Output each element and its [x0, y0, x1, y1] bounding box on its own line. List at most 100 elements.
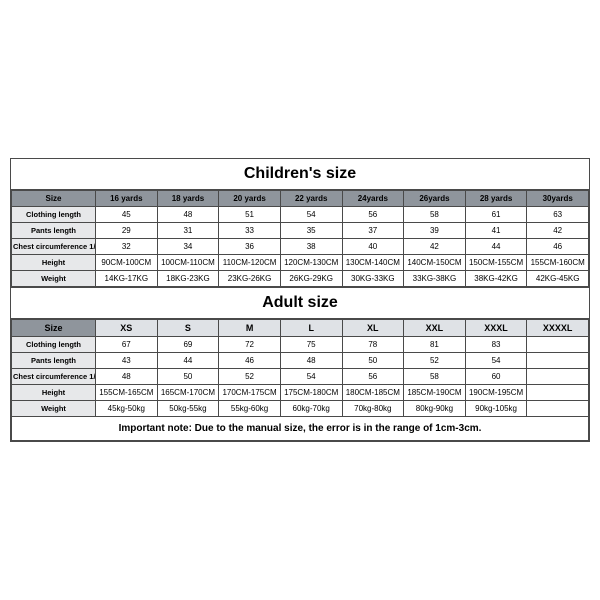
row-label: Pants length — [12, 353, 96, 369]
cell: 31 — [157, 223, 219, 239]
children-table: Size 16 yards 18 yards 20 yards 22 yards… — [11, 190, 589, 287]
row-label: Chest circumference 1/2 — [12, 239, 96, 255]
cell: 75 — [280, 337, 342, 353]
table-row: Height 155CM-165CM 165CM-170CM 170CM-175… — [12, 385, 589, 401]
cell: 18KG-23KG — [157, 271, 219, 287]
cell: 34 — [157, 239, 219, 255]
cell: 190CM-195CM — [465, 385, 527, 401]
adult-header-row: Size XS S M L XL XXL XXXL XXXXL — [12, 320, 589, 337]
cell: 41 — [465, 223, 527, 239]
table-row: Height 90CM-100CM 100CM-110CM 110CM-120C… — [12, 255, 589, 271]
cell: 44 — [465, 239, 527, 255]
cell: 110CM-120CM — [219, 255, 281, 271]
children-header-row: Size 16 yards 18 yards 20 yards 22 yards… — [12, 191, 589, 207]
adult-table: Size XS S M L XL XXL XXXL XXXXL Clothing… — [11, 319, 589, 441]
cell: 60kg-70kg — [280, 401, 342, 417]
col-30: 30yards — [527, 191, 589, 207]
cell: 42KG-45KG — [527, 271, 589, 287]
row-label: Weight — [12, 271, 96, 287]
cell: 150CM-155CM — [465, 255, 527, 271]
note-row: Important note: Due to the manual size, … — [12, 417, 589, 441]
col-xxl: XXL — [404, 320, 466, 337]
cell: 29 — [96, 223, 158, 239]
cell: 44 — [157, 353, 219, 369]
cell: 52 — [219, 369, 281, 385]
cell: 45 — [96, 207, 158, 223]
cell: 155CM-160CM — [527, 255, 589, 271]
cell: 56 — [342, 207, 404, 223]
col-18: 18 yards — [157, 191, 219, 207]
cell: 170CM-175CM — [219, 385, 281, 401]
col-24: 24yards — [342, 191, 404, 207]
cell: 33KG-38KG — [404, 271, 466, 287]
cell: 54 — [280, 369, 342, 385]
cell: 180CM-185CM — [342, 385, 404, 401]
cell: 58 — [404, 207, 466, 223]
table-row: Weight 14KG-17KG 18KG-23KG 23KG-26KG 26K… — [12, 271, 589, 287]
cell: 50kg-55kg — [157, 401, 219, 417]
cell: 38 — [280, 239, 342, 255]
table-row: Chest circumference 1/2 48 50 52 54 56 5… — [12, 369, 589, 385]
cell: 46 — [527, 239, 589, 255]
cell: 80kg-90kg — [404, 401, 466, 417]
cell: 39 — [404, 223, 466, 239]
col-l: L — [280, 320, 342, 337]
col-16: 16 yards — [96, 191, 158, 207]
cell: 35 — [280, 223, 342, 239]
adult-title: Adult size — [11, 287, 589, 319]
cell — [527, 401, 589, 417]
cell: 63 — [527, 207, 589, 223]
cell: 58 — [404, 369, 466, 385]
cell: 175CM-180CM — [280, 385, 342, 401]
col-28: 28 yards — [465, 191, 527, 207]
cell: 140CM-150CM — [404, 255, 466, 271]
cell: 50 — [342, 353, 404, 369]
cell: 155CM-165CM — [96, 385, 158, 401]
cell: 54 — [280, 207, 342, 223]
size-chart-container: Children's size Size 16 yards 18 yards 2… — [10, 158, 590, 442]
col-22: 22 yards — [280, 191, 342, 207]
cell: 70kg-80kg — [342, 401, 404, 417]
cell: 32 — [96, 239, 158, 255]
row-label: Weight — [12, 401, 96, 417]
cell: 120CM-130CM — [280, 255, 342, 271]
row-label: Clothing length — [12, 207, 96, 223]
col-xxxxl: XXXXL — [527, 320, 589, 337]
cell: 54 — [465, 353, 527, 369]
cell: 40 — [342, 239, 404, 255]
cell: 52 — [404, 353, 466, 369]
cell: 48 — [280, 353, 342, 369]
cell: 90kg-105kg — [465, 401, 527, 417]
col-xs: XS — [96, 320, 158, 337]
cell: 42 — [527, 223, 589, 239]
cell: 50 — [157, 369, 219, 385]
col-xl: XL — [342, 320, 404, 337]
row-label: Height — [12, 255, 96, 271]
cell: 60 — [465, 369, 527, 385]
cell: 67 — [96, 337, 158, 353]
cell: 56 — [342, 369, 404, 385]
row-label: Clothing length — [12, 337, 96, 353]
cell: 78 — [342, 337, 404, 353]
cell: 72 — [219, 337, 281, 353]
cell: 45kg-50kg — [96, 401, 158, 417]
row-label: Height — [12, 385, 96, 401]
cell — [527, 369, 589, 385]
cell: 130CM-140CM — [342, 255, 404, 271]
children-title: Children's size — [11, 159, 589, 190]
cell: 90CM-100CM — [96, 255, 158, 271]
table-row: Clothing length 45 48 51 54 56 58 61 63 — [12, 207, 589, 223]
cell — [527, 337, 589, 353]
row-label: Pants length — [12, 223, 96, 239]
col-xxxl: XXXL — [465, 320, 527, 337]
cell: 26KG-29KG — [280, 271, 342, 287]
cell: 38KG-42KG — [465, 271, 527, 287]
table-row: Clothing length 67 69 72 75 78 81 83 — [12, 337, 589, 353]
cell — [527, 385, 589, 401]
cell: 23KG-26KG — [219, 271, 281, 287]
col-size: Size — [12, 191, 96, 207]
cell: 51 — [219, 207, 281, 223]
table-row: Pants length 29 31 33 35 37 39 41 42 — [12, 223, 589, 239]
row-label: Chest circumference 1/2 — [12, 369, 96, 385]
note-text: Important note: Due to the manual size, … — [12, 417, 589, 441]
